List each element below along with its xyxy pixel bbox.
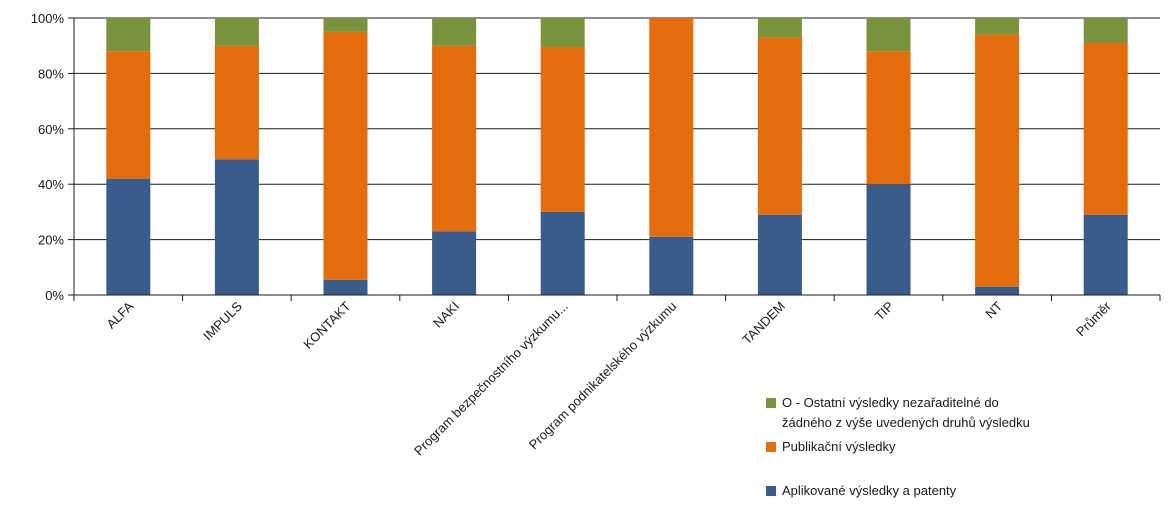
bar-segment-2-8 — [866, 51, 911, 185]
x-tick-label: TANDEM — [739, 299, 788, 348]
bar-segment-2-3 — [323, 31, 368, 280]
bar-segment-2-5 — [540, 47, 585, 212]
bar-segment-1-10 — [1083, 214, 1128, 295]
bar-segment-1-3 — [323, 279, 368, 295]
bar-segment-1-5 — [540, 211, 585, 295]
y-tick-label: 20% — [38, 233, 64, 248]
legend: O - Ostatní výsledky nezařaditelné do žád… — [766, 395, 1030, 498]
bar-segment-3-5 — [540, 18, 585, 48]
bar-segment-2-10 — [1083, 42, 1128, 215]
bar-segment-1-9 — [975, 286, 1020, 295]
bar-segment-1-2 — [214, 159, 259, 295]
bar-segment-3-9 — [975, 18, 1020, 35]
y-tick-label: 0% — [45, 288, 64, 303]
legend-label: Publikační výsledky — [782, 439, 896, 454]
bar-segment-3-3 — [323, 18, 368, 32]
bar-segment-1-7 — [757, 214, 802, 295]
legend-swatch — [766, 486, 776, 496]
bar-segment-3-4 — [432, 18, 477, 46]
bar-segment-2-9 — [975, 34, 1020, 287]
bar-segment-3-10 — [1083, 18, 1128, 43]
y-tick-label: 40% — [38, 177, 64, 192]
bar-segment-2-1 — [106, 51, 151, 179]
legend-swatch — [766, 398, 776, 408]
bar-segment-3-2 — [214, 18, 259, 46]
legend-swatch — [766, 442, 776, 452]
bar-segment-2-7 — [757, 37, 802, 215]
y-tick-label: 80% — [38, 66, 64, 81]
x-tick-label: Průměr — [1073, 298, 1114, 339]
x-tick-label: IMPULS — [200, 298, 245, 343]
bar-segment-3-1 — [106, 18, 151, 52]
bar-segment-3-7 — [757, 18, 802, 38]
bar-segment-1-1 — [106, 178, 151, 295]
bar-segment-1-6 — [649, 236, 694, 295]
x-tick-label: NAKI — [430, 299, 462, 331]
y-tick-label: 100% — [31, 11, 65, 26]
legend-label: O - Ostatní výsledky nezařaditelné do žád… — [782, 395, 1030, 430]
bar-segment-3-8 — [866, 18, 911, 52]
legend-label: Aplikované výsledky a patenty — [782, 483, 957, 498]
x-tick-label: ALFA — [103, 298, 136, 331]
bar-segment-1-8 — [866, 184, 911, 295]
y-tick-label: 60% — [38, 122, 64, 137]
x-tick-label: KONTAKT — [300, 298, 353, 351]
bar-segment-2-6 — [649, 18, 694, 237]
bar-segment-1-4 — [432, 231, 477, 295]
x-tick-label: NT — [982, 298, 1005, 321]
bar-segment-2-2 — [214, 45, 259, 160]
bars — [106, 18, 1128, 295]
x-tick-label: TIP — [872, 299, 897, 324]
bar-segment-2-4 — [432, 45, 477, 232]
